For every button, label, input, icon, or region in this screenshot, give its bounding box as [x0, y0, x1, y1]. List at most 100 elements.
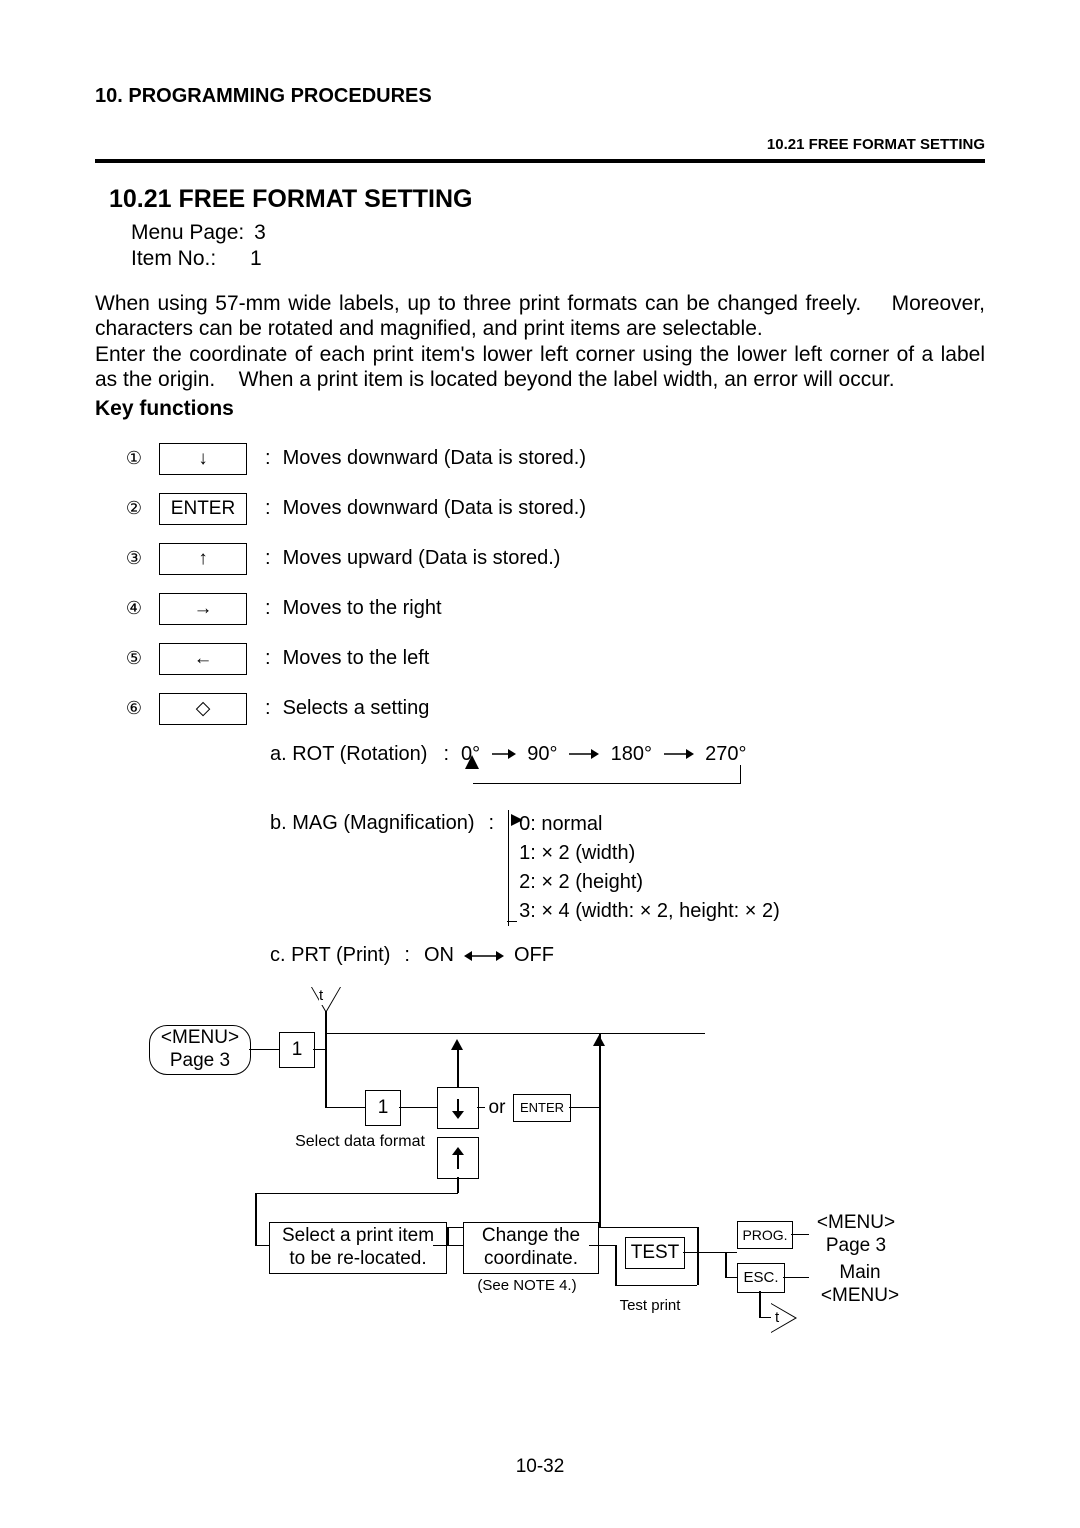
rot-180: 180°	[611, 743, 652, 765]
or-label: or	[485, 1097, 509, 1120]
main-label: Main	[839, 1262, 880, 1285]
key-row: ③ ↑ : Moves upward (Data is stored.)	[95, 543, 985, 575]
mag-label: b. MAG (Magnification)	[270, 812, 475, 835]
item-no-label: Item No.:	[131, 247, 216, 270]
one-label: 1	[292, 1039, 303, 1062]
prt-off: OFF	[514, 944, 554, 967]
key-desc: Moves downward (Data is stored.)	[283, 447, 586, 470]
arrow-right-icon	[569, 743, 605, 765]
change-coord-text: Change the coordinate.	[468, 1225, 594, 1271]
arrow-right-icon	[492, 743, 522, 765]
change-coord-node: Change the coordinate.	[463, 1222, 599, 1274]
key-functions-title: Key functions	[95, 397, 985, 421]
key-right: →	[159, 593, 247, 625]
prt-label: c. PRT (Print)	[270, 944, 390, 967]
test-key: TEST	[625, 1237, 685, 1269]
settings-block: a. ROT (Rotation) : 0° 90° 180° 270°	[270, 743, 985, 967]
section-ref: 10.21 FREE FORMAT SETTING	[95, 136, 985, 153]
menu-page-line: Menu Page: 3	[131, 220, 985, 246]
test-label: TEST	[631, 1242, 680, 1265]
t-mark-exit: t	[775, 1309, 779, 1327]
prog-label: PROG.	[742, 1227, 787, 1244]
arrow-up-icon	[451, 1039, 463, 1050]
mag-item: 0: normal	[519, 810, 780, 839]
key-num: ①	[123, 448, 145, 469]
key-diamond: ◇	[159, 693, 247, 725]
rot-label: a. ROT (Rotation)	[270, 743, 427, 766]
menu-page-value: 3	[254, 221, 266, 244]
select-print-item-node: Select a print item to be re-located.	[269, 1222, 447, 1274]
mag-item: 3: × 4 (width: × 2, height: × 2)	[519, 897, 780, 926]
double-arrow-icon	[464, 944, 504, 967]
key-up: ↑	[159, 543, 247, 575]
key-row: ⑥ ◇ : Selects a setting	[95, 693, 985, 725]
select-data-format-label: Select data format	[275, 1132, 445, 1151]
menu-right-top: <MENU> Page 3	[811, 1212, 901, 1258]
page-number: 10-32	[0, 1456, 1080, 1478]
rot-loop-line	[473, 765, 741, 784]
key-row: ⑤ ← : Moves to the left	[95, 643, 985, 675]
rot-sequence: 0° 90° 180° 270°	[461, 743, 747, 766]
flowchart: t <MENU> Page 3 1 1 Select data format o…	[135, 987, 915, 1367]
mag-item: 1: × 2 (width)	[519, 839, 780, 868]
up-key-icon	[437, 1137, 479, 1179]
rot-line: a. ROT (Rotation) : 0° 90° 180° 270°	[270, 743, 985, 766]
key-row: ④ → : Moves to the right	[95, 593, 985, 625]
mag-block: b. MAG (Magnification) : 0: normal 1: × …	[270, 810, 985, 926]
arrow-right-icon	[664, 743, 700, 765]
divider	[95, 159, 985, 163]
mag-item: 2: × 2 (height)	[519, 868, 780, 897]
see-note-label: (See NOTE 4.)	[465, 1277, 589, 1295]
item-no-line: Item No.: 1	[131, 246, 985, 272]
mag-list: 0: normal 1: × 2 (width) 2: × 2 (height)…	[508, 810, 780, 926]
arrow-up-icon	[593, 1035, 605, 1046]
menu-page-label: Page 3	[826, 1235, 886, 1258]
key-num: ④	[123, 598, 145, 619]
key-left: ←	[159, 643, 247, 675]
mag-arrowhead-icon	[511, 814, 523, 826]
key-enter: ENTER	[159, 493, 247, 525]
select-item-text: Select a print item to be re-located.	[276, 1225, 440, 1271]
step-1b-box: 1	[365, 1090, 401, 1126]
page: 10. PROGRAMMING PROCEDURES 10.21 FREE FO…	[0, 0, 1080, 1528]
rot-90: 90°	[527, 743, 557, 765]
esc-label: ESC.	[743, 1269, 778, 1287]
key-row: ② ENTER : Moves downward (Data is stored…	[95, 493, 985, 525]
key-num: ⑤	[123, 648, 145, 669]
intro-p2: Enter the coordinate of each print item'…	[95, 342, 985, 393]
intro-p1a: When using 57-mm wide labels, up to thre…	[95, 292, 861, 315]
one-label: 1	[378, 1097, 389, 1120]
esc-key: ESC.	[737, 1263, 785, 1293]
enter-cap-label: ENTER	[520, 1100, 564, 1116]
prt-on: ON	[424, 944, 454, 967]
menu-label: <MENU>	[817, 1212, 895, 1235]
section-title: 10.21 FREE FORMAT SETTING	[109, 185, 985, 214]
step-1-box: 1	[279, 1032, 315, 1068]
main-menu-text: <MENU>	[821, 1285, 899, 1308]
intro-p2b: When a print item is located beyond the …	[239, 368, 895, 391]
main-menu-label: Main <MENU>	[819, 1262, 901, 1308]
t-mark: t	[319, 987, 323, 1005]
intro-p1: When using 57-mm wide labels, up to thre…	[95, 291, 985, 342]
menu-label: <MENU>	[161, 1027, 239, 1050]
key-desc: Selects a setting	[283, 697, 430, 720]
key-desc: Moves to the left	[283, 647, 430, 670]
down-key-icon	[437, 1087, 479, 1129]
key-down: ↓	[159, 443, 247, 475]
menu-page3-node: <MENU> Page 3	[149, 1025, 251, 1075]
key-row: ① ↓ : Moves downward (Data is stored.)	[95, 443, 985, 475]
key-functions-list: ① ↓ : Moves downward (Data is stored.) ②…	[95, 443, 985, 967]
key-desc: Moves upward (Data is stored.)	[283, 547, 561, 570]
item-no-value: 1	[250, 247, 262, 270]
prt-line: c. PRT (Print) : ON OFF	[270, 944, 985, 967]
rot-loop-arrow	[465, 755, 479, 769]
key-num: ⑥	[123, 698, 145, 719]
key-num: ②	[123, 498, 145, 519]
rot-270: 270°	[705, 743, 746, 765]
key-num: ③	[123, 548, 145, 569]
enter-key: ENTER	[513, 1094, 571, 1122]
chapter-header: 10. PROGRAMMING PROCEDURES	[95, 85, 985, 108]
prog-key: PROG.	[737, 1221, 793, 1249]
test-print-label: Test print	[605, 1297, 695, 1315]
menu-page-label: Page 3	[170, 1050, 230, 1073]
